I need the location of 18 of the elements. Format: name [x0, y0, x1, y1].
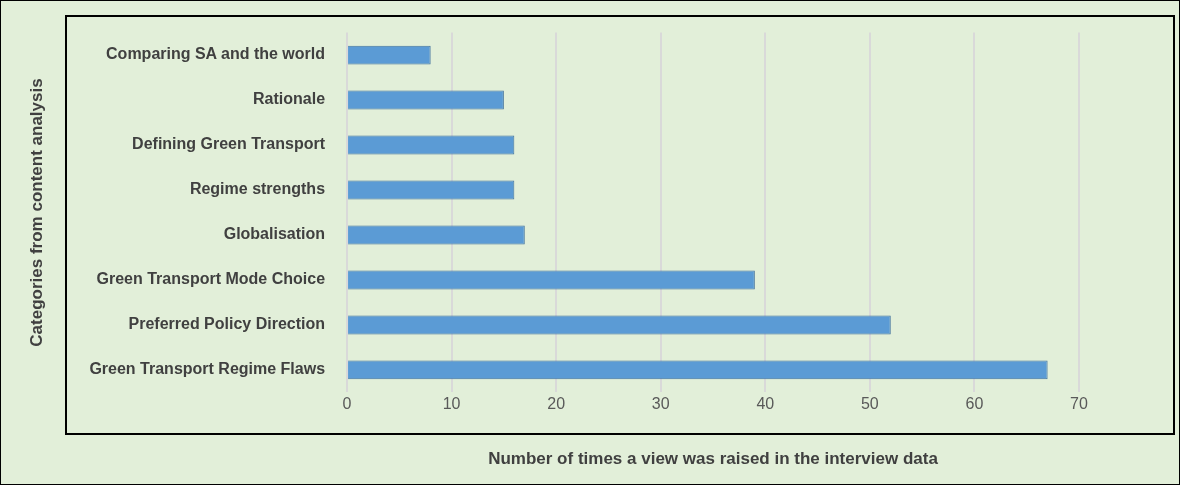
- y-tick-label: Preferred Policy Direction: [128, 315, 326, 333]
- x-tick-label: 30: [651, 395, 670, 413]
- x-tick-label: 10: [442, 395, 461, 413]
- y-tick-label: Green Transport Mode Choice: [96, 270, 326, 288]
- y-axis-title: Categories from content analysis: [26, 78, 46, 347]
- x-tick-label: 40: [756, 395, 775, 413]
- x-tick-label: 0: [342, 395, 352, 413]
- y-tick-label: Defining Green Transport: [132, 135, 326, 153]
- x-tick-label: 20: [547, 395, 566, 413]
- x-tick-label: 70: [1070, 395, 1088, 413]
- x-tick-label: 50: [860, 395, 879, 413]
- y-tick-label: Green Transport Regime Flaws: [89, 360, 326, 378]
- x-tick-label: 60: [965, 395, 984, 413]
- y-tick-label: Regime strengths: [189, 180, 326, 198]
- y-tick-label: Globalisation: [223, 225, 326, 243]
- y-tick-label: Comparing SA and the world: [106, 45, 326, 63]
- x-axis-title: Number of times a view was raised in the interview data: [488, 449, 939, 469]
- y-tick-label: Rationale: [253, 90, 326, 108]
